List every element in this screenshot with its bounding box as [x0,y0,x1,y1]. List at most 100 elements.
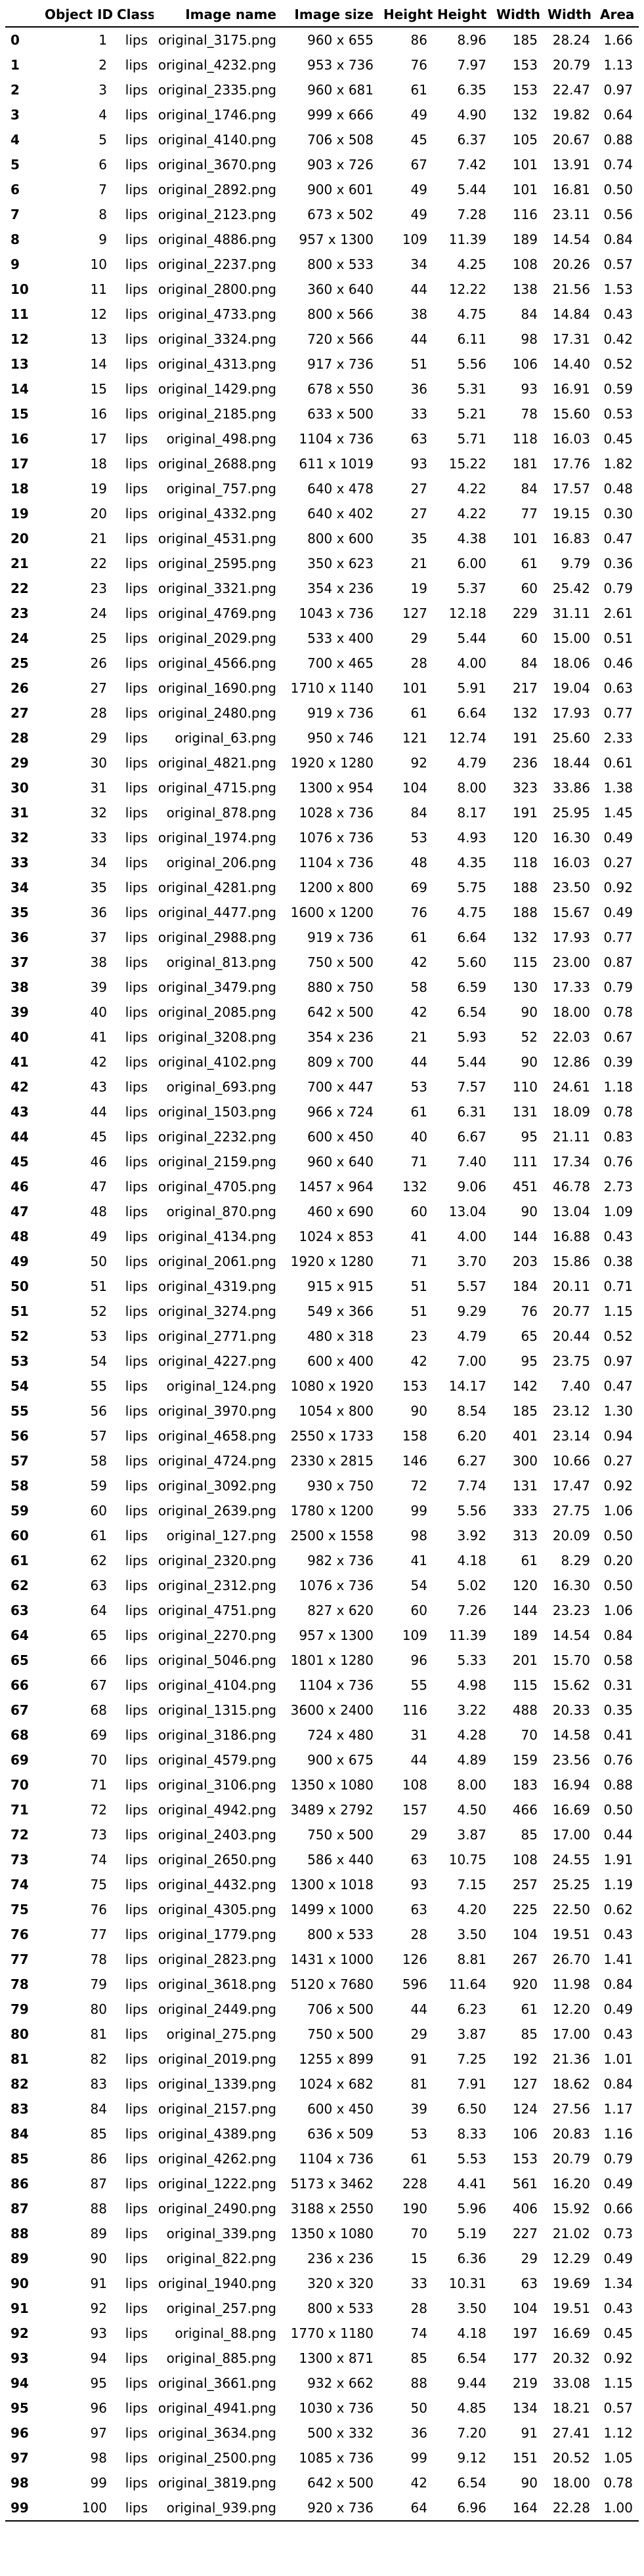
width-px-cell: 191 [512,730,538,746]
object-id-cell: 43 [90,1079,107,1095]
height-pct-cell: 3.92 [457,1528,486,1544]
object-id-cell: 99 [90,2475,107,2491]
area-cell: 0.53 [603,406,633,422]
object-id-cell: 22 [90,556,107,571]
row-index: 66 [11,1677,29,1693]
image-size-cell: 3188 x 2550 [290,2201,374,2217]
class-cell: lips [125,1976,148,1992]
width-px-cell: 104 [512,1927,538,1942]
image-name-cell: original_4104.png [158,1677,276,1693]
area-cell: 1.13 [603,57,633,73]
row-index: 31 [11,805,29,821]
height-px-cell: 45 [410,132,427,148]
object-id-cell: 53 [90,1328,107,1344]
height-px-cell: 61 [410,2151,427,2167]
class-cell: lips [125,2101,148,2117]
width-pct-cell: 12.86 [552,1054,590,1070]
area-cell: 0.57 [603,256,633,272]
class-cell: lips [125,1702,148,1718]
image-name-cell: original_2480.png [158,705,276,721]
row-index: 90 [11,2276,29,2291]
row-index: 18 [11,481,29,497]
width-pct-cell: 13.04 [552,1204,590,1219]
row-index: 22 [11,581,29,596]
width-pct-cell: 23.23 [552,1603,590,1618]
object-id-cell: 67 [90,1677,107,1693]
height-pct-cell: 3.70 [457,1254,486,1269]
row-index: 28 [11,730,29,746]
header-row: Object ID Class Image name Image size He… [5,3,639,28]
row-index: 96 [11,2425,29,2441]
row-index: 87 [11,2201,29,2217]
area-cell: 0.76 [603,1752,633,1768]
class-cell: lips [125,1777,148,1793]
image-name-cell: original_2185.png [158,406,276,422]
image-size-cell: 800 x 566 [307,306,374,322]
image-name-cell: original_4658.png [158,1428,276,1444]
area-cell: 0.79 [603,979,633,995]
height-pct-cell: 14.17 [448,1378,486,1394]
height-pct-cell: 6.54 [457,2475,486,2491]
width-pct-cell: 17.57 [552,481,590,497]
class-cell: lips [125,107,148,123]
area-cell: 0.57 [603,2400,633,2416]
width-pct-cell: 17.76 [552,456,590,472]
image-size-cell: 1024 x 853 [299,1229,374,1244]
height-pct-cell: 5.57 [457,1278,486,1294]
object-id-cell: 27 [90,680,107,696]
area-cell: 0.50 [603,1578,633,1593]
class-cell: lips [125,2400,148,2416]
table-row: 67 68 lips original_1315.png 3600 x 2400 116 3… [5,1698,639,1723]
area-cell: 1.18 [603,1079,633,1095]
area-cell: 1.17 [603,2101,633,2117]
area-cell: 0.92 [603,2350,633,2366]
table-row: 55 56 lips original_3970.png 1054 x 800 90 8.5… [5,1399,639,1423]
height-px-cell: 76 [410,905,427,920]
object-id-cell: 21 [90,531,107,546]
class-cell: lips [125,2475,148,2491]
image-size-cell: 360 x 640 [307,281,374,297]
class-cell: lips [125,1328,148,1344]
image-name-cell: original_4942.png [158,1802,276,1818]
table-row: 16 17 lips original_498.png 1104 x 736 63 5.71… [5,426,639,451]
width-px-cell: 101 [512,531,538,546]
area-cell: 0.84 [603,2076,633,2092]
table-row: 51 52 lips original_3274.png 549 x 366 51 9.29… [5,1299,639,1324]
row-index: 47 [11,1204,29,1219]
height-pct-cell: 5.21 [457,406,486,422]
object-id-cell: 28 [90,705,107,721]
width-pct-cell: 14.40 [552,356,590,372]
object-id-cell: 5 [98,132,107,148]
class-cell: lips [125,1627,148,1643]
width-px-cell: 95 [521,1353,538,1369]
row-index: 73 [11,1852,29,1868]
width-pct-cell: 27.56 [552,2101,590,2117]
height-px-cell: 29 [410,630,427,646]
row-index: 83 [11,2101,29,2117]
image-name-cell: original_3634.png [158,2425,276,2441]
width-px-cell: 219 [512,2375,538,2391]
image-size-cell: 1054 x 800 [299,1403,374,1419]
width-px-cell: 197 [512,2325,538,2341]
class-cell: lips [125,481,148,497]
object-id-cell: 60 [90,1503,107,1519]
table-row: 86 87 lips original_1222.png 5173 x 3462 228 4… [5,2171,639,2196]
height-px-cell: 42 [410,1004,427,1020]
area-cell: 1.41 [603,1952,633,1967]
table-body: 0 1 lips original_3175.png 960 x 655 86 8.96 18… [5,27,639,2522]
width-px-cell: 153 [512,82,538,98]
class-cell: lips [125,855,148,870]
height-px-cell: 74 [410,2325,427,2341]
height-pct-cell: 7.26 [457,1603,486,1618]
height-pct-cell: 7.42 [457,157,486,173]
height-px-cell: 48 [410,855,427,870]
class-cell: lips [125,581,148,596]
table-row: 3 4 lips original_1746.png 999 x 666 49 4.90 13… [5,102,639,127]
width-pct-cell: 13.91 [552,157,590,173]
class-cell: lips [125,1578,148,1593]
table-row: 13 14 lips original_4313.png 917 x 736 51 5.56… [5,352,639,377]
row-index: 61 [11,1553,29,1568]
width-px-cell: 110 [512,1079,538,1095]
class-cell: lips [113,2495,154,2522]
table-row: 97 98 lips original_2500.png 1085 x 736 99 9.1… [5,2445,639,2470]
